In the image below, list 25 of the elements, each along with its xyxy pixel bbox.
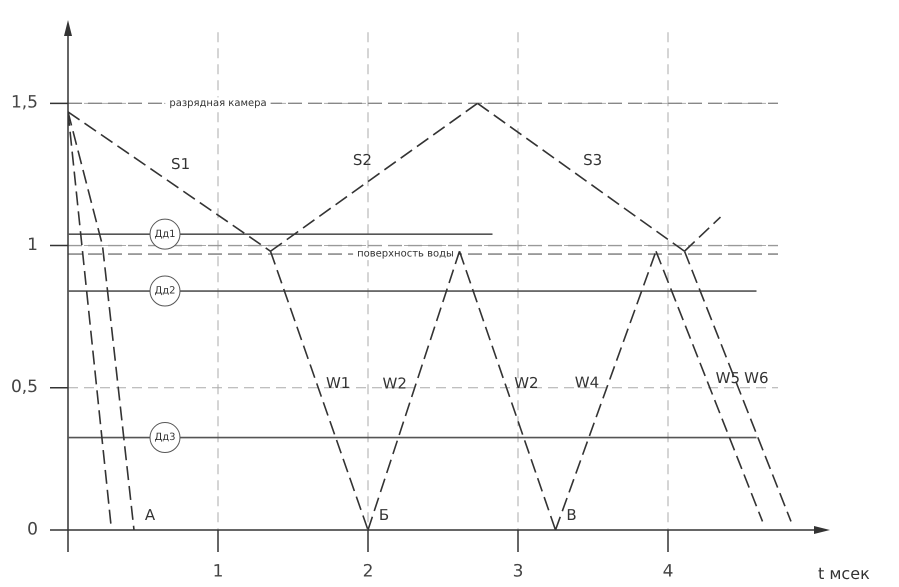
x-tick-label: 4 (662, 562, 674, 582)
annotation: В (566, 506, 577, 524)
x-tick-label: 3 (512, 562, 524, 582)
ref-line-label: поверхность воды (357, 248, 454, 260)
annotation: А (144, 506, 156, 524)
y-tick-label: 1,5 (10, 92, 38, 113)
series-label: S2 (352, 150, 372, 169)
y-tick-label: 1 (27, 234, 38, 255)
series-label: W4 (574, 374, 600, 392)
x-axis-title: t мсек (818, 564, 870, 584)
x-tick-label: 1 (212, 562, 224, 582)
series-label: W2 (382, 374, 407, 392)
x-tick-label: 2 (362, 562, 374, 582)
series-label: W1 (326, 374, 350, 392)
annotation: Б (378, 506, 390, 524)
y-tick-label: 0 (27, 519, 38, 540)
y-tick-label: 0,5 (10, 377, 38, 398)
series-label: S3 (583, 150, 602, 169)
ref-line-label: разрядная камера (169, 98, 267, 109)
series-label: Дд3 (154, 432, 176, 444)
series-label: W6 (744, 368, 769, 387)
series-label: Дд2 (154, 286, 176, 297)
series-label: Дд1 (154, 228, 176, 240)
series-label: W2 (514, 374, 539, 392)
series-label: S1 (171, 154, 190, 173)
